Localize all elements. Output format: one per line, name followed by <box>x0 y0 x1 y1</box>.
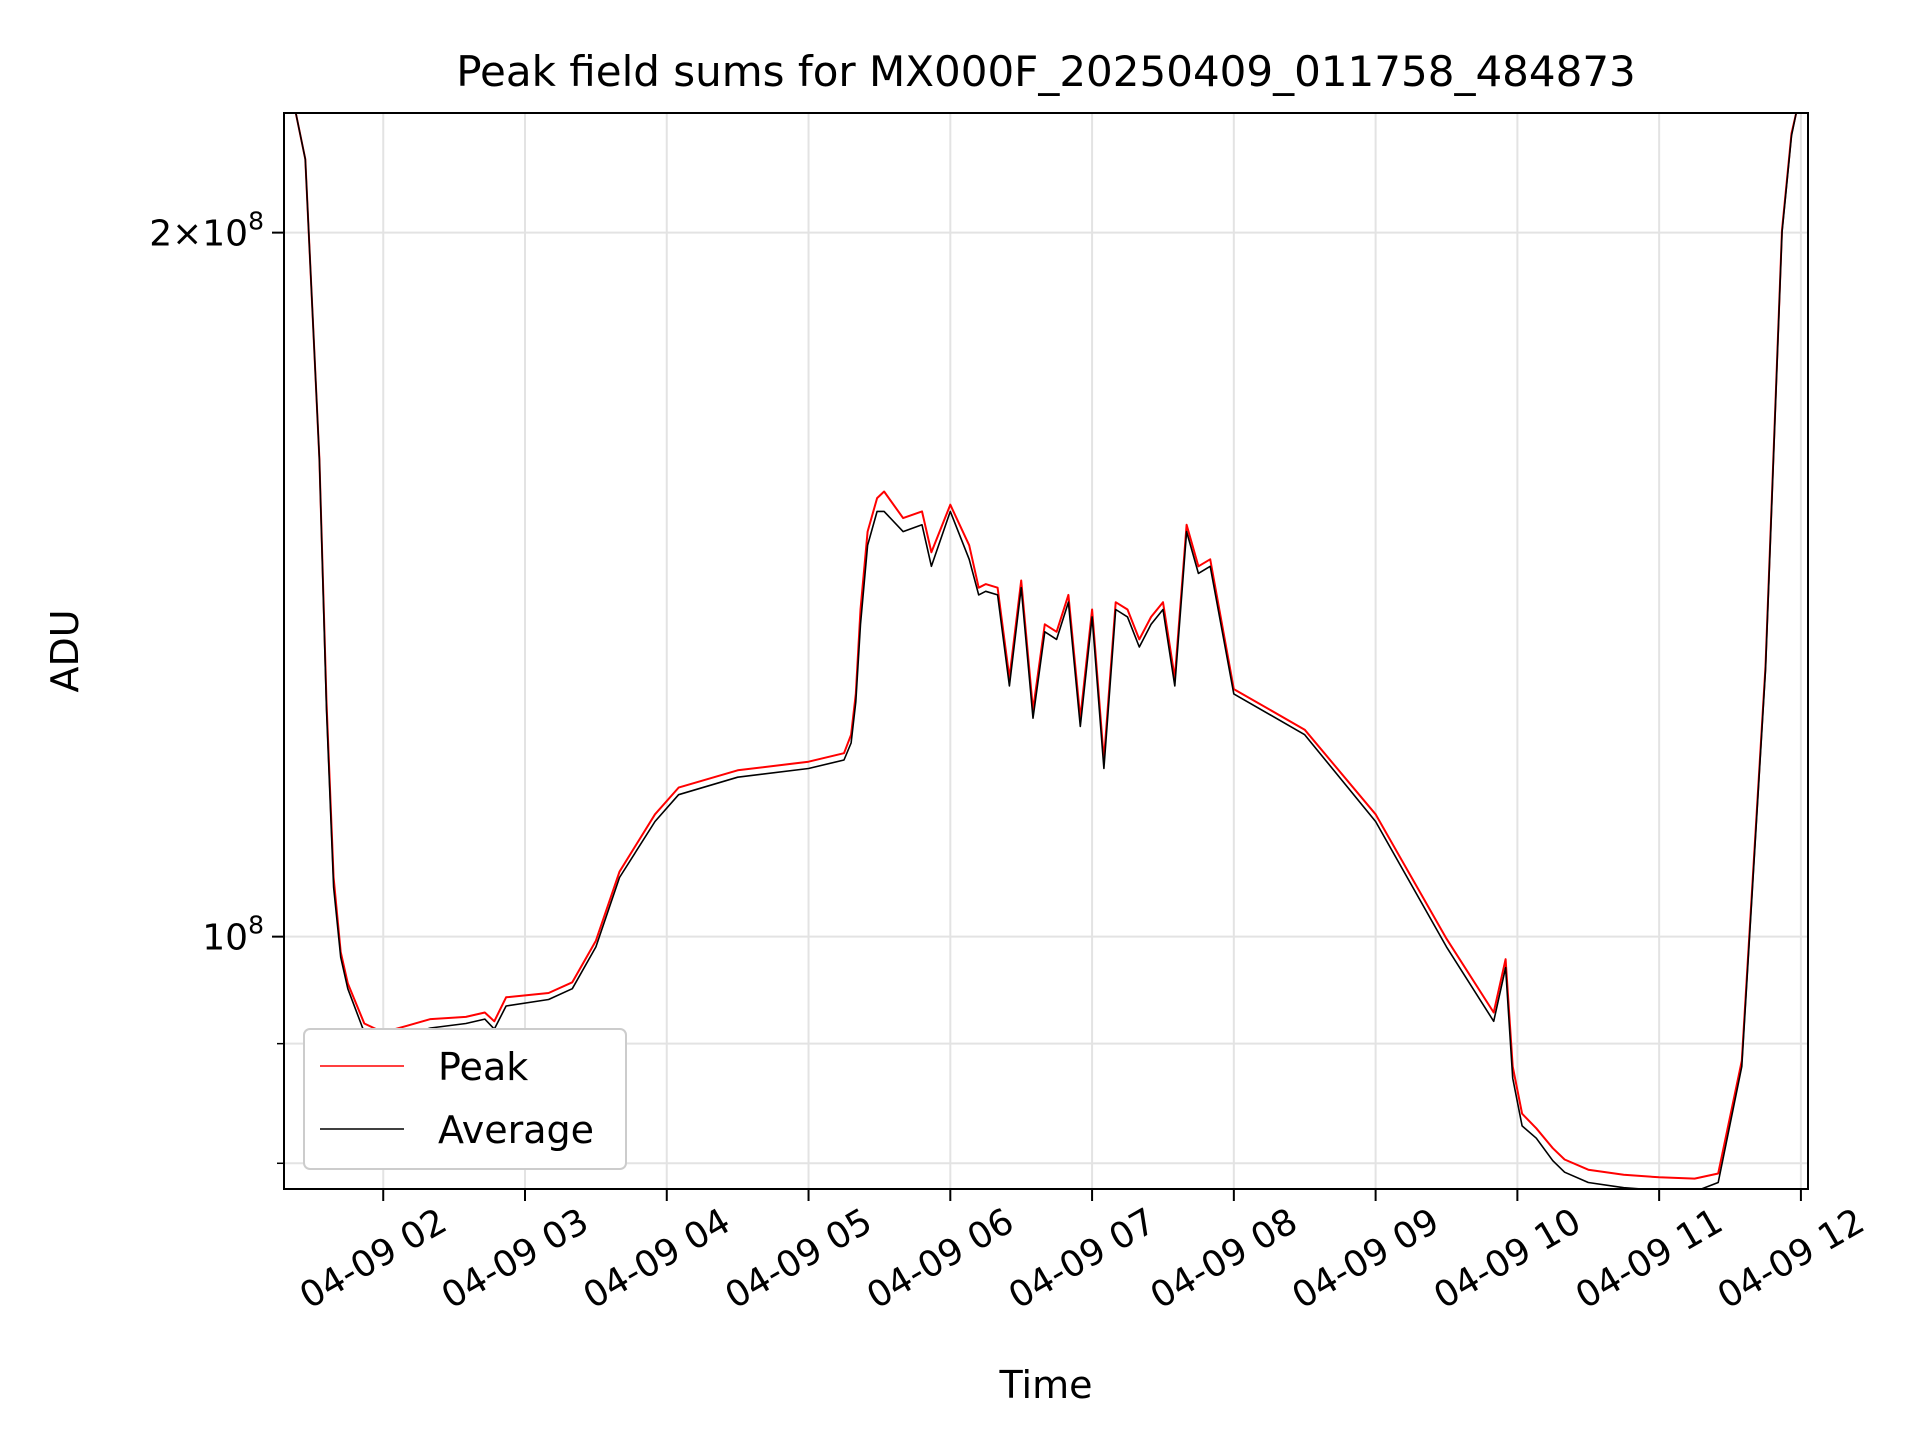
legend: Peak Average <box>303 1028 627 1170</box>
y-tick-label: 2×108 <box>149 207 264 255</box>
plot-frame <box>283 112 1809 1190</box>
y-axis: 2×108 108 <box>149 207 284 1165</box>
legend-label-peak: Peak <box>438 1045 528 1089</box>
series-layer <box>284 113 1798 1189</box>
x-axis-label: Time <box>999 1363 1093 1407</box>
y-tick-label: 108 <box>202 911 264 959</box>
series-line-average <box>284 113 1797 1189</box>
legend-label-average: Average <box>438 1108 594 1152</box>
legend-box <box>303 1028 627 1170</box>
grid <box>284 113 1808 1189</box>
y-axis-label: ADU <box>43 609 87 692</box>
chart-title: Peak field sums for MX000F_20250409_0117… <box>456 47 1636 96</box>
series-line-peak <box>284 113 1798 1180</box>
